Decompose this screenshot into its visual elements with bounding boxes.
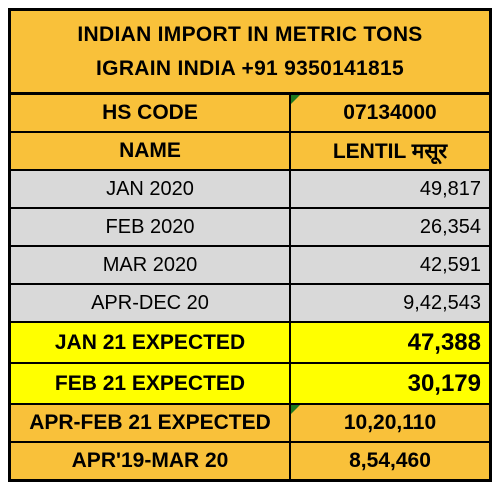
row-value-cell: 10,20,110 bbox=[291, 405, 489, 441]
row-value: 26,354 bbox=[291, 209, 489, 245]
name-row: NAME LENTIL मसूर bbox=[11, 133, 489, 171]
row-value: 30,179 bbox=[291, 364, 489, 403]
row-label: JAN 21 EXPECTED bbox=[11, 323, 291, 362]
row-label: FEB 21 EXPECTED bbox=[11, 364, 291, 403]
name-value: LENTIL मसूर bbox=[291, 133, 489, 169]
row-value: 42,591 bbox=[291, 247, 489, 283]
hs-code-value-cell: 07134000 bbox=[291, 95, 489, 131]
row-value: 10,20,110 bbox=[343, 411, 437, 434]
hs-code-label: HS CODE bbox=[11, 95, 291, 131]
table-row: APR'19-MAR 20 8,54,460 bbox=[11, 443, 489, 479]
row-value: 9,42,543 bbox=[291, 285, 489, 321]
row-value: 47,388 bbox=[291, 323, 489, 362]
row-label: APR-FEB 21 EXPECTED bbox=[11, 405, 291, 441]
table-row: APR-FEB 21 EXPECTED 10,20,110 bbox=[11, 405, 489, 443]
table-row: JAN 2020 49,817 bbox=[11, 171, 489, 209]
table-row: FEB 2020 26,354 bbox=[11, 209, 489, 247]
comment-marker-icon bbox=[291, 95, 300, 104]
row-label: MAR 2020 bbox=[11, 247, 291, 283]
row-label: APR-DEC 20 bbox=[11, 285, 291, 321]
title-line-1: INDIAN IMPORT IN METRIC TONS bbox=[77, 23, 423, 46]
comment-marker-icon bbox=[291, 405, 300, 414]
table-row: APR-DEC 20 9,42,543 bbox=[11, 285, 489, 323]
hs-code-row: HS CODE 07134000 bbox=[11, 95, 489, 133]
row-value: 8,54,460 bbox=[291, 443, 489, 479]
row-label: JAN 2020 bbox=[11, 171, 291, 207]
name-label: NAME bbox=[11, 133, 291, 169]
row-label: APR'19-MAR 20 bbox=[11, 443, 291, 479]
row-value: 49,817 bbox=[291, 171, 489, 207]
table-title: INDIAN IMPORT IN METRIC TONS IGRAIN INDI… bbox=[11, 11, 489, 95]
title-line-2: IGRAIN INDIA +91 9350141815 bbox=[96, 57, 404, 80]
table-row: JAN 21 EXPECTED 47,388 bbox=[11, 323, 489, 364]
hs-code-value: 07134000 bbox=[343, 101, 437, 124]
import-table: INDIAN IMPORT IN METRIC TONS IGRAIN INDI… bbox=[8, 8, 492, 482]
table-row: FEB 21 EXPECTED 30,179 bbox=[11, 364, 489, 405]
table-row: MAR 2020 42,591 bbox=[11, 247, 489, 285]
row-label: FEB 2020 bbox=[11, 209, 291, 245]
